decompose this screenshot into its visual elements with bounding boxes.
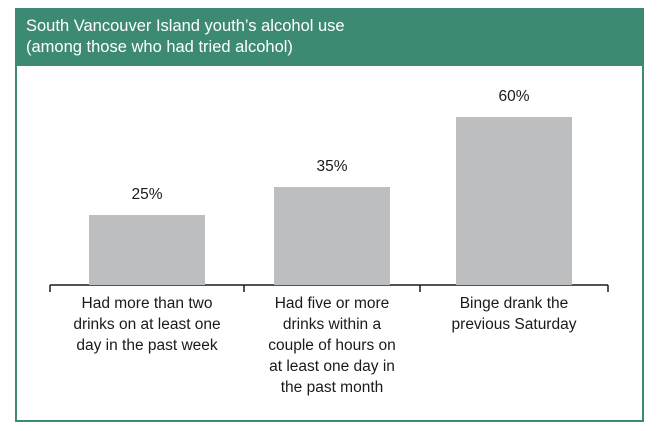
category-label: Had more than two drinks on at least one d… [52, 293, 242, 356]
chart-subtitle: (among those who had tried alcohol) [26, 38, 293, 56]
category-label-line: previous Saturday [451, 316, 577, 333]
category-label-line: day in the past week [76, 337, 218, 354]
data-label: 35% [316, 158, 347, 175]
bar [89, 215, 205, 285]
category-label-line: at least one day in [269, 358, 395, 375]
data-label: 60% [498, 88, 529, 105]
category-label: Binge drank the previous Saturday [422, 293, 606, 335]
category-label-line: the past month [280, 379, 384, 396]
category-label-line: Binge drank the [459, 295, 569, 312]
bar [456, 117, 572, 285]
bar [274, 187, 390, 285]
chart-header: South Vancouver Island youth’s alcohol u… [17, 10, 642, 66]
category-label-line: Had more than two [81, 295, 213, 312]
data-label: 25% [131, 186, 162, 203]
category-label: Had five or more drinks within a couple of… [246, 293, 418, 398]
category-label-line: Had five or more [274, 295, 390, 312]
category-label-line: drinks within a [282, 316, 382, 333]
category-label-line: drinks on at least one [73, 316, 221, 333]
category-label-line: couple of hours on [268, 337, 396, 354]
chart-title: South Vancouver Island youth’s alcohol u… [26, 17, 345, 35]
